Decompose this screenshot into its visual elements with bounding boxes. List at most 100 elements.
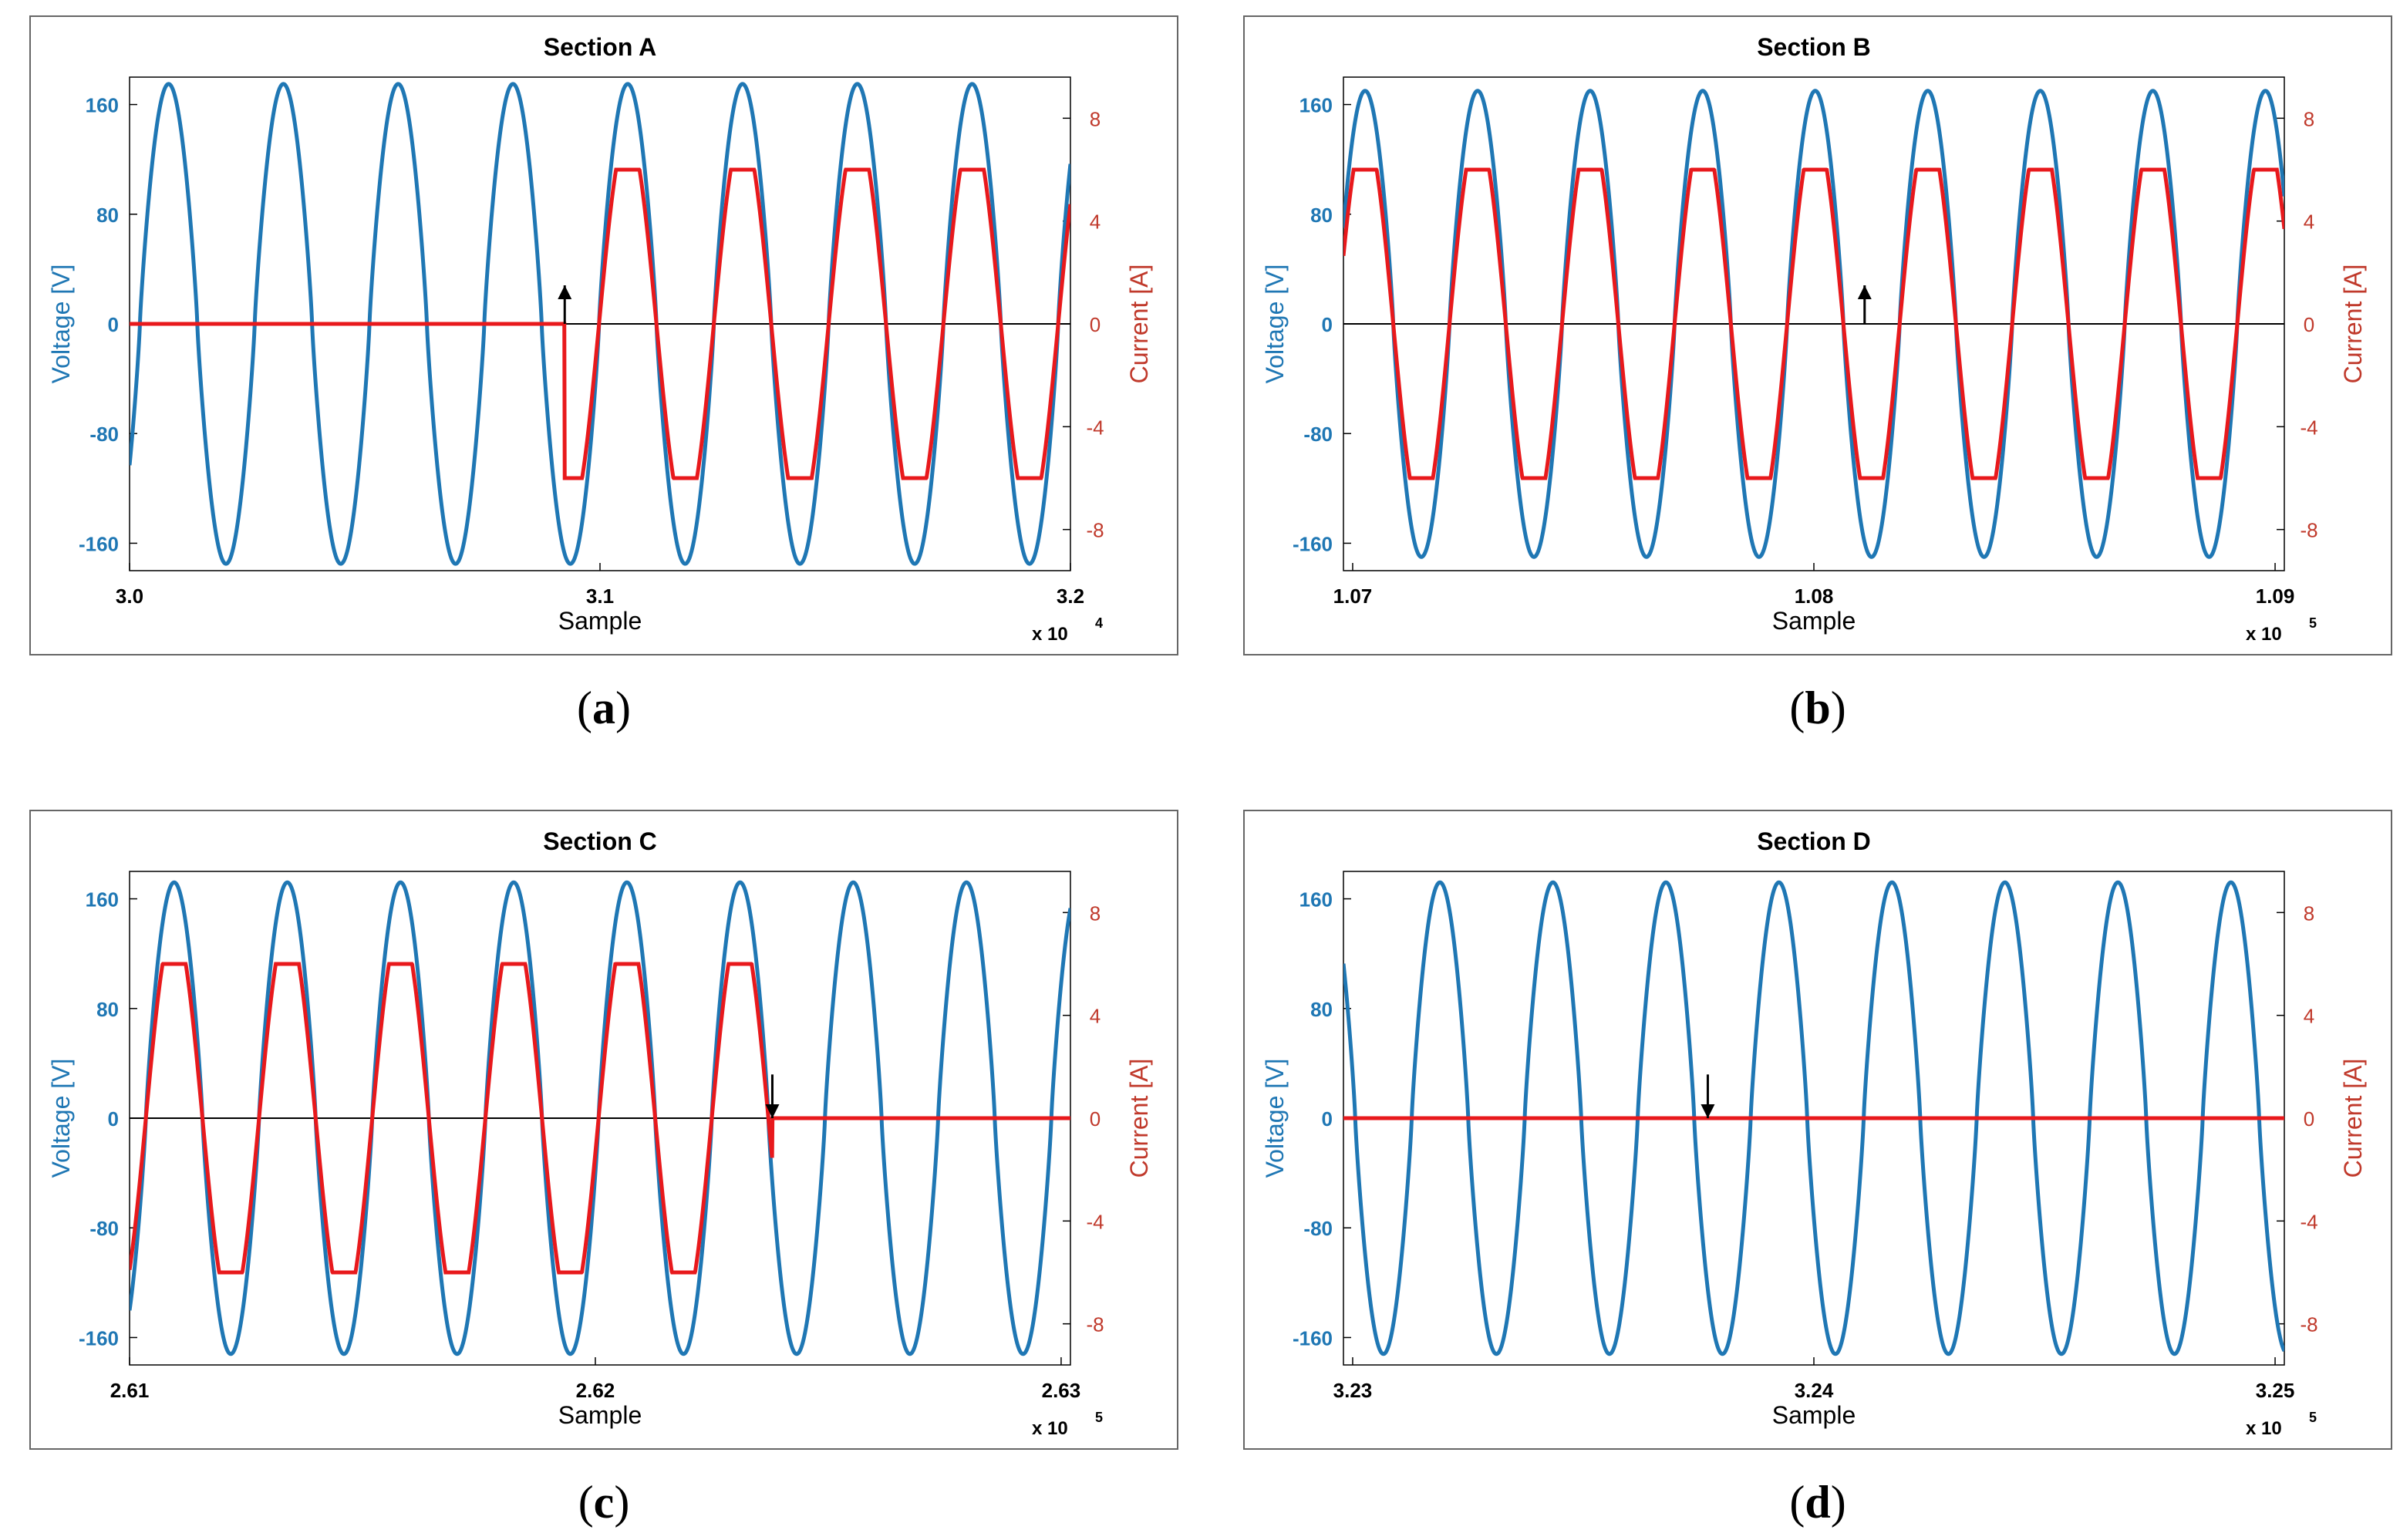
- y-tick-label-left: 0: [108, 1107, 119, 1131]
- x-tick-label: 3.24: [1795, 1379, 1834, 1402]
- x-exponent-label: 5: [1095, 1410, 1103, 1425]
- chart-title: Section C: [543, 827, 657, 855]
- panel-frame: [29, 15, 1178, 655]
- y-tick-label-left: 80: [1310, 998, 1333, 1021]
- x-tick-label: 2.62: [576, 1379, 615, 1402]
- y-tick-label-left: -160: [79, 532, 119, 555]
- y-axis-label-right: Current [A]: [2339, 1059, 2367, 1178]
- y-tick-label-right: -8: [2300, 519, 2317, 542]
- y-tick-label-left: -160: [1293, 1326, 1333, 1350]
- y-tick-label-right: -8: [1086, 1313, 1104, 1336]
- x-axis-label: Sample: [558, 607, 642, 635]
- chart-svg-a: Section A 160 80 0 -80 -160 8 4 0 -4 -8 3.0 3.1 3.2 x …: [29, 15, 1178, 655]
- x-tick-label: 1.08: [1795, 585, 1834, 608]
- y-tick-label-right: 0: [1090, 1107, 1101, 1131]
- y-axis-label-right: Current [A]: [2339, 265, 2367, 384]
- series-current-line: [130, 167, 1070, 480]
- y-tick-label-right: 0: [1090, 313, 1101, 336]
- series-voltage-line: [1343, 880, 2284, 1356]
- y-tick-label-right: 4: [2304, 211, 2314, 234]
- x-axis-label: Sample: [1772, 1401, 1856, 1429]
- chart-title: Section A: [544, 33, 656, 61]
- y-tick-label-left: -160: [79, 1326, 119, 1350]
- y-tick-label-right: 8: [2304, 901, 2314, 925]
- x-multiplier-label: x 10: [2246, 624, 2282, 645]
- y-tick-label-right: 0: [2304, 313, 2314, 336]
- x-tick-label: 2.63: [1042, 1379, 1081, 1402]
- y-tick-label-right: -4: [1086, 416, 1104, 439]
- x-multiplier-label: x 10: [2246, 1418, 2282, 1439]
- chart-svg-d: Section D 160 80 0 -80 -160 8 4 0 -4 -8 3.23 3.24 3.2…: [1243, 810, 2392, 1450]
- x-tick-label: 3.1: [586, 585, 614, 608]
- x-tick-label: 1.07: [1333, 585, 1373, 608]
- y-tick-label-right: 0: [2304, 1107, 2314, 1131]
- x-exponent-label: 5: [2309, 1410, 2317, 1425]
- caption-a: (a): [577, 682, 631, 733]
- y-tick-label-right: -8: [1086, 519, 1104, 542]
- y-tick-label-left: 0: [1322, 1107, 1333, 1131]
- x-tick-label: 1.09: [2256, 585, 2295, 608]
- x-tick-label: 3.2: [1057, 585, 1084, 608]
- x-axis-label: Sample: [558, 1401, 642, 1429]
- caption-b: (b): [1789, 682, 1846, 733]
- y-tick-label-right: -8: [2300, 1313, 2317, 1336]
- chart-panel-a: Section A 160 80 0 -80 -160 8 4 0 -4 -8 3.0 3.1 3.2 x …: [29, 15, 1178, 655]
- caption-c: (c): [578, 1477, 630, 1528]
- x-multiplier-label: x 10: [1032, 1418, 1068, 1439]
- event-arrow-head: [1701, 1104, 1715, 1118]
- y-tick-label-left: 80: [96, 998, 119, 1021]
- y-tick-label-right: 8: [1090, 107, 1101, 130]
- y-tick-label-right: 8: [1090, 901, 1101, 925]
- y-tick-label-left: 160: [86, 94, 119, 117]
- panel-frame: [1243, 15, 2392, 655]
- y-tick-label-left: -80: [89, 1217, 119, 1240]
- x-tick-label: 3.0: [116, 585, 143, 608]
- x-tick-label: 2.61: [110, 1379, 150, 1402]
- event-arrow-head: [765, 1104, 780, 1118]
- x-tick-label: 3.25: [2256, 1379, 2295, 1402]
- y-axis-label-left: Voltage [V]: [47, 265, 75, 384]
- y-tick-label-right: 4: [1090, 1005, 1101, 1028]
- caption-d: (d): [1789, 1477, 1846, 1528]
- y-tick-label-right: 8: [2304, 107, 2314, 130]
- y-axis-label-left: Voltage [V]: [47, 1059, 75, 1178]
- y-axis-label-right: Current [A]: [1125, 265, 1153, 384]
- chart-panel-b: Section B 160 80 0 -80 -160 8 4 0 -4 -8 1.07 1.08 1.0…: [1243, 15, 2392, 655]
- chart-title: Section D: [1757, 827, 1871, 855]
- y-tick-label-left: 80: [96, 204, 119, 227]
- panel-frame: [29, 810, 1178, 1450]
- y-tick-label-left: 0: [1322, 313, 1333, 336]
- y-tick-label-left: -80: [1303, 1217, 1333, 1240]
- y-tick-label-left: 80: [1310, 204, 1333, 227]
- x-axis-label: Sample: [1772, 607, 1856, 635]
- panel-frame: [1243, 810, 2392, 1450]
- y-axis-label-right: Current [A]: [1125, 1059, 1153, 1178]
- y-tick-label-left: 160: [1299, 94, 1333, 117]
- chart-svg-c: Section C 160 80 0 -80 -160 8 4 0 -4 -8 2.61 2.62 2.6…: [29, 810, 1178, 1450]
- y-tick-label-left: -80: [1303, 423, 1333, 446]
- series-current-line: [130, 962, 1070, 1275]
- chart-title: Section B: [1757, 33, 1871, 61]
- y-tick-label-left: 160: [1299, 888, 1333, 912]
- series-current-line: [1343, 167, 2284, 480]
- y-axis-label-left: Voltage [V]: [1261, 1059, 1289, 1178]
- chart-svg-b: Section B 160 80 0 -80 -160 8 4 0 -4 -8 1.07 1.08 1.0…: [1243, 15, 2392, 655]
- y-tick-label-right: 4: [2304, 1005, 2314, 1028]
- event-arrow-head: [558, 285, 572, 299]
- y-tick-label-right: -4: [2300, 1210, 2317, 1233]
- y-tick-label-right: -4: [2300, 416, 2317, 439]
- y-tick-label-right: 4: [1090, 211, 1101, 234]
- y-tick-label-left: 0: [108, 313, 119, 336]
- y-tick-label-left: -80: [89, 423, 119, 446]
- y-tick-label-left: 160: [86, 888, 119, 912]
- chart-panel-d: Section D 160 80 0 -80 -160 8 4 0 -4 -8 3.23 3.24 3.2…: [1243, 810, 2392, 1450]
- x-tick-label: 3.23: [1333, 1379, 1373, 1402]
- chart-panel-c: Section C 160 80 0 -80 -160 8 4 0 -4 -8 2.61 2.62 2.6…: [29, 810, 1178, 1450]
- x-exponent-label: 5: [2309, 615, 2317, 631]
- y-tick-label-right: -4: [1086, 1210, 1104, 1233]
- event-arrow-head: [1857, 285, 1872, 299]
- y-axis-label-left: Voltage [V]: [1261, 265, 1289, 384]
- x-exponent-label: 4: [1095, 615, 1103, 631]
- x-multiplier-label: x 10: [1032, 624, 1068, 645]
- y-tick-label-left: -160: [1293, 532, 1333, 555]
